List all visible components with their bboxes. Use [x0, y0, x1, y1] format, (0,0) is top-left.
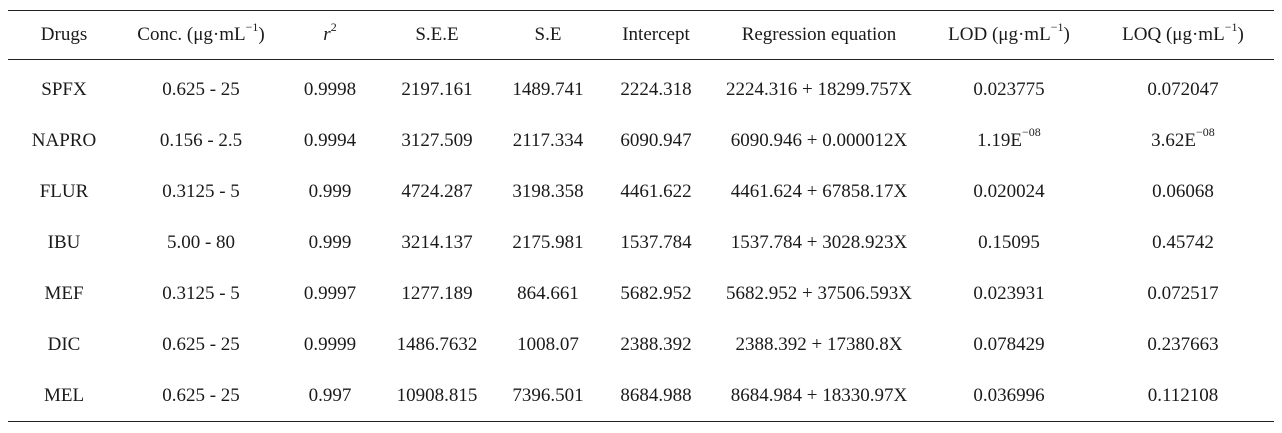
- regression-table-container: Drugs Conc. (μg·mL−1) r2 S.E.E S.E Inter…: [8, 10, 1274, 422]
- cell-loq: 0.45742: [1152, 231, 1214, 253]
- header-loq: LOQ (μg·mL−1): [1122, 19, 1244, 45]
- cell-drug: SPFX: [41, 78, 87, 100]
- table-row: SPFX 0.625 - 25 0.9998 2197.161 1489.741…: [8, 60, 1274, 116]
- cell-conc: 5.00 - 80: [166, 231, 236, 253]
- cell-regression: 4461.624 + 67858.17X: [730, 180, 908, 202]
- cell-intercept: 6090.947: [620, 129, 692, 151]
- header-see: S.E.E: [415, 24, 459, 45]
- cell-intercept: 1537.784: [620, 231, 692, 253]
- cell-see: 2197.161: [401, 78, 473, 100]
- regression-table: Drugs Conc. (μg·mL−1) r2 S.E.E S.E Inter…: [8, 10, 1274, 422]
- header-drugs: Drugs: [40, 24, 88, 45]
- header-r2: r2: [323, 19, 337, 45]
- table-body: SPFX 0.625 - 25 0.9998 2197.161 1489.741…: [8, 60, 1274, 422]
- cell-lod: 0.078429: [973, 333, 1045, 355]
- cell-drug: DIC: [47, 333, 81, 355]
- cell-regression: 2388.392 + 17380.8X: [735, 333, 903, 355]
- cell-se: 1489.741: [512, 78, 584, 100]
- cell-see: 10908.815: [396, 384, 478, 406]
- cell-se: 3198.358: [512, 180, 584, 202]
- cell-r2: 0.999: [308, 231, 352, 253]
- cell-regression: 5682.952 + 37506.593X: [726, 282, 912, 304]
- cell-r2: 0.9997: [303, 282, 357, 304]
- cell-r2: 0.9998: [303, 78, 357, 100]
- header-row: Drugs Conc. (μg·mL−1) r2 S.E.E S.E Inter…: [8, 10, 1274, 60]
- cell-drug: MEL: [43, 384, 85, 406]
- header-lod: LOD (μg·mL−1): [948, 19, 1070, 45]
- cell-loq: 0.072047: [1147, 78, 1219, 100]
- cell-regression: 1537.784 + 3028.923X: [730, 231, 908, 253]
- cell-see: 1486.7632: [396, 333, 478, 355]
- cell-r2: 0.999: [308, 180, 352, 202]
- table-row: IBU 5.00 - 80 0.999 3214.137 2175.981 15…: [8, 217, 1274, 268]
- table-row: FLUR 0.3125 - 5 0.999 4724.287 3198.358 …: [8, 166, 1274, 217]
- cell-regression: 2224.316 + 18299.757X: [726, 78, 912, 100]
- header-regression: Regression equation: [741, 24, 897, 45]
- cell-drug: FLUR: [39, 180, 89, 202]
- cell-loq: 0.06068: [1152, 180, 1214, 202]
- cell-see: 4724.287: [401, 180, 473, 202]
- header-intercept: Intercept: [622, 24, 690, 45]
- table-row: NAPRO 0.156 - 2.5 0.9994 3127.509 2117.3…: [8, 115, 1274, 166]
- cell-conc: 0.156 - 2.5: [159, 129, 243, 151]
- cell-loq: 0.112108: [1147, 384, 1219, 406]
- cell-drug: NAPRO: [31, 129, 97, 151]
- cell-conc: 0.625 - 25: [162, 78, 240, 100]
- cell-conc: 0.3125 - 5: [162, 180, 240, 202]
- cell-r2: 0.997: [308, 384, 352, 406]
- cell-conc: 0.625 - 25: [162, 384, 240, 406]
- cell-se: 2117.334: [512, 129, 584, 151]
- header-se: S.E: [534, 24, 562, 45]
- cell-intercept: 4461.622: [620, 180, 692, 202]
- cell-drug: MEF: [44, 282, 84, 304]
- cell-regression: 6090.946 + 0.000012X: [730, 129, 908, 151]
- table-row: MEL 0.625 - 25 0.997 10908.815 7396.501 …: [8, 370, 1274, 422]
- cell-drug: IBU: [47, 231, 81, 253]
- table-row: DIC 0.625 - 25 0.9999 1486.7632 1008.07 …: [8, 319, 1274, 370]
- cell-conc: 0.3125 - 5: [162, 282, 240, 304]
- cell-intercept: 8684.988: [620, 384, 692, 406]
- cell-intercept: 2224.318: [620, 78, 692, 100]
- cell-see: 1277.189: [401, 282, 473, 304]
- cell-se: 1008.07: [517, 333, 579, 355]
- cell-se: 7396.501: [512, 384, 584, 406]
- cell-lod: 0.036996: [973, 384, 1045, 406]
- cell-intercept: 5682.952: [620, 282, 692, 304]
- table-row: MEF 0.3125 - 5 0.9997 1277.189 864.661 5…: [8, 268, 1274, 319]
- cell-lod: 1.19E−08: [977, 125, 1041, 151]
- cell-lod: 0.023931: [973, 282, 1045, 304]
- cell-lod: 0.023775: [973, 78, 1045, 100]
- cell-r2: 0.9994: [303, 129, 357, 151]
- cell-see: 3127.509: [401, 129, 473, 151]
- cell-see: 3214.137: [401, 231, 473, 253]
- cell-loq: 3.62E−08: [1151, 125, 1215, 151]
- cell-se: 2175.981: [512, 231, 584, 253]
- cell-lod: 0.15095: [978, 231, 1040, 253]
- cell-r2: 0.9999: [303, 333, 357, 355]
- header-conc: Conc. (μg·mL−1): [137, 19, 265, 45]
- cell-loq: 0.237663: [1147, 333, 1219, 355]
- cell-se: 864.661: [517, 282, 579, 304]
- cell-loq: 0.072517: [1147, 282, 1219, 304]
- cell-lod: 0.020024: [973, 180, 1045, 202]
- table-header: Drugs Conc. (μg·mL−1) r2 S.E.E S.E Inter…: [8, 10, 1274, 60]
- cell-regression: 8684.984 + 18330.97X: [730, 384, 908, 406]
- cell-intercept: 2388.392: [620, 333, 692, 355]
- cell-conc: 0.625 - 25: [162, 333, 240, 355]
